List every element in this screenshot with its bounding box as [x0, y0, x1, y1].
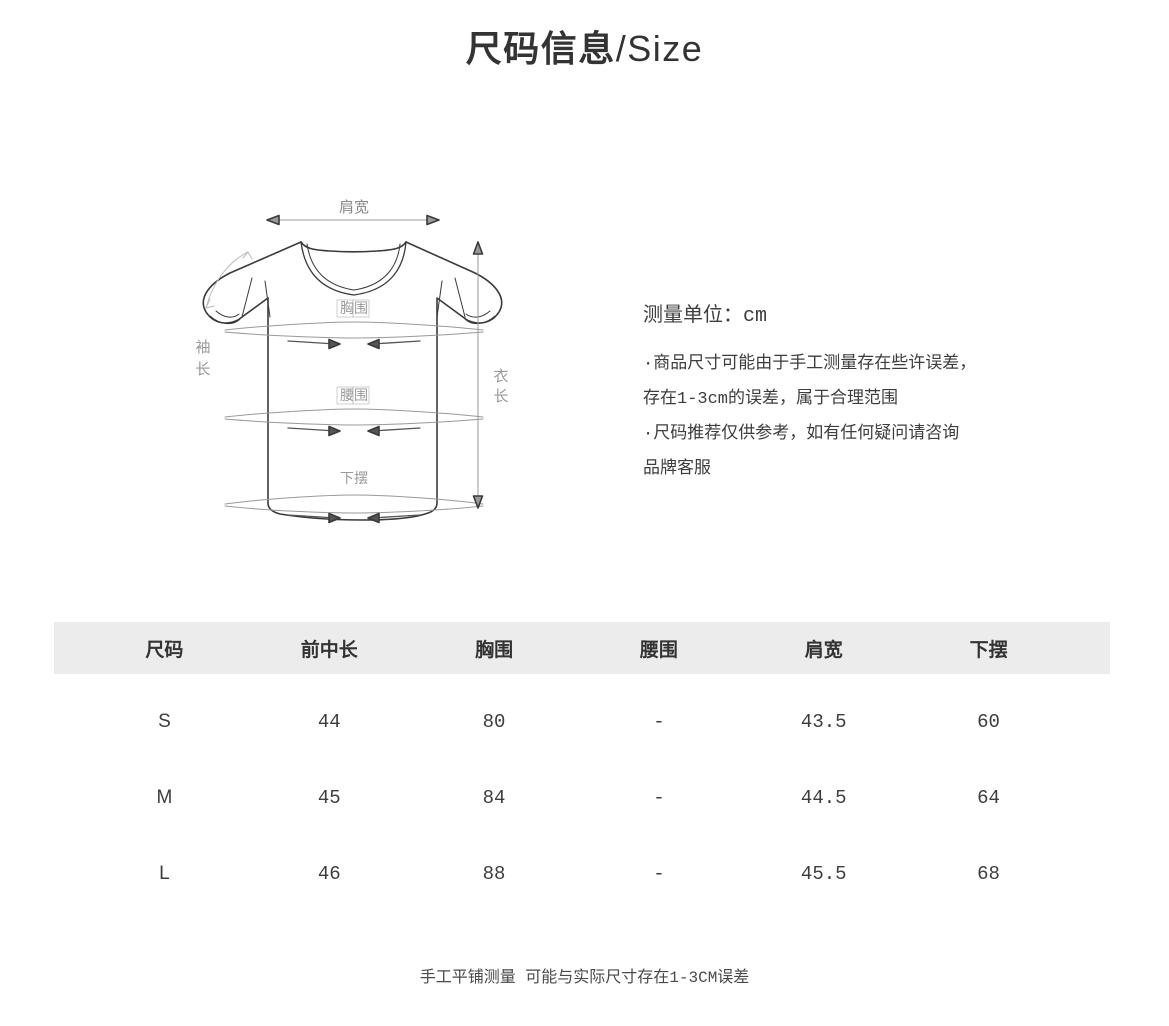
- svg-text:袖: 袖: [195, 339, 210, 356]
- svg-text:长: 长: [195, 361, 210, 378]
- svg-text:下摆: 下摆: [340, 470, 368, 486]
- svg-text:肩宽: 肩宽: [339, 199, 369, 216]
- svg-text:衣: 衣: [493, 368, 508, 385]
- svg-text:腰围: 腰围: [340, 387, 368, 403]
- svg-text:胸围: 胸围: [340, 300, 368, 316]
- svg-text:长: 长: [493, 388, 508, 405]
